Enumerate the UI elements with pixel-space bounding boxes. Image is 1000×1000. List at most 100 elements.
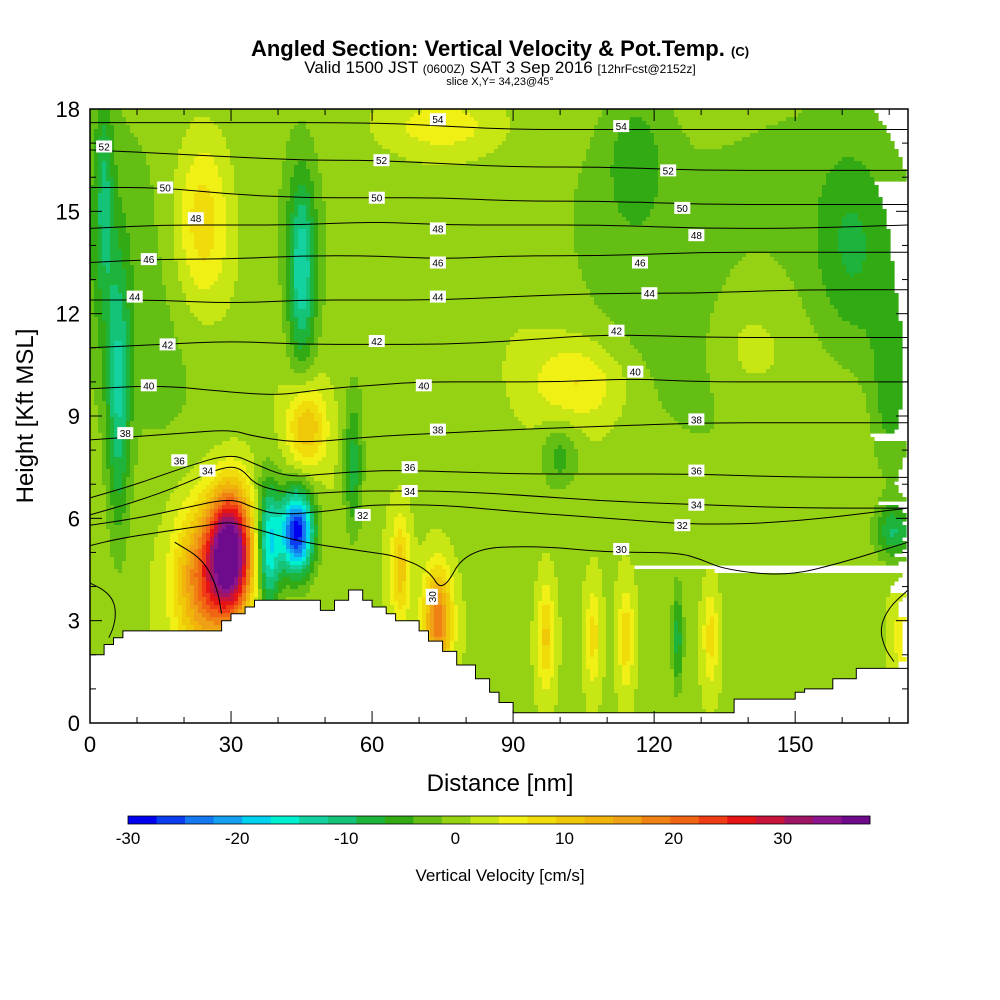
field-cell bbox=[626, 389, 659, 394]
field-cell bbox=[222, 489, 239, 494]
field-cell bbox=[198, 581, 203, 586]
field-cell bbox=[138, 461, 199, 466]
field-cell bbox=[850, 369, 875, 374]
field-cell bbox=[558, 581, 583, 586]
field-cell bbox=[278, 585, 287, 590]
field-cell bbox=[214, 589, 223, 594]
field-cell bbox=[410, 581, 423, 586]
field-cell bbox=[418, 617, 423, 622]
field-cell bbox=[294, 277, 307, 282]
isentrope-label-40-2-text: 40 bbox=[630, 368, 642, 379]
field-cell bbox=[826, 289, 895, 294]
field-cell bbox=[238, 609, 243, 614]
isentrope-label-48-1-text: 48 bbox=[432, 224, 444, 235]
field-cell bbox=[426, 533, 447, 538]
field-cell bbox=[630, 677, 639, 682]
field-cell bbox=[362, 405, 511, 410]
field-cell bbox=[314, 337, 319, 342]
field-cell bbox=[406, 597, 411, 602]
field-cell bbox=[554, 605, 559, 610]
field-cell bbox=[266, 489, 279, 494]
field-cell bbox=[406, 489, 883, 494]
field-cell bbox=[318, 273, 327, 278]
valid-time: Valid 1500 JST bbox=[304, 58, 419, 77]
field-cell bbox=[142, 433, 279, 438]
field-cell bbox=[738, 353, 775, 358]
field-cell bbox=[658, 173, 827, 178]
field-cell bbox=[318, 237, 327, 242]
field-cell bbox=[250, 581, 255, 586]
field-cell bbox=[238, 597, 243, 602]
field-cell bbox=[382, 561, 391, 566]
field-cell bbox=[94, 169, 99, 174]
field-cell bbox=[886, 481, 895, 486]
field-cell bbox=[582, 649, 587, 654]
isentrope-extra-2 bbox=[880, 589, 908, 662]
field-cell bbox=[190, 125, 219, 130]
isentrope-label-38-2-text: 38 bbox=[691, 415, 703, 426]
field-cell bbox=[454, 621, 459, 626]
isentrope-label-48-2-text: 48 bbox=[691, 231, 703, 242]
field-cell bbox=[226, 605, 235, 610]
field-cell bbox=[94, 309, 103, 314]
field-cell bbox=[234, 589, 239, 594]
field-cell bbox=[618, 577, 635, 582]
field-cell bbox=[122, 305, 127, 310]
field-cell bbox=[618, 705, 635, 710]
field-cell bbox=[174, 225, 183, 230]
field-cell bbox=[542, 449, 555, 454]
field-cell bbox=[130, 409, 135, 414]
field-cell bbox=[586, 153, 615, 158]
field-cell bbox=[154, 197, 175, 202]
field-cell bbox=[586, 653, 591, 658]
field-cell bbox=[586, 637, 591, 642]
field-cell bbox=[154, 557, 167, 562]
field-cell bbox=[186, 513, 195, 518]
field-cell bbox=[186, 581, 191, 586]
field-cell bbox=[858, 381, 879, 386]
field-cell bbox=[454, 653, 463, 658]
field-cell bbox=[706, 645, 715, 650]
field-cell bbox=[230, 153, 287, 158]
field-cell bbox=[434, 637, 443, 642]
field-cell bbox=[582, 617, 587, 622]
field-cell bbox=[542, 657, 551, 662]
field-cell bbox=[722, 285, 795, 290]
field-cell bbox=[686, 633, 699, 638]
field-cell bbox=[394, 613, 407, 618]
field-cell bbox=[418, 609, 423, 614]
field-cell bbox=[310, 473, 335, 478]
field-cell bbox=[102, 461, 107, 466]
field-cell bbox=[114, 509, 127, 514]
field-cell bbox=[238, 265, 279, 270]
field-cell bbox=[538, 377, 607, 382]
field-cell bbox=[166, 425, 275, 430]
field-cell bbox=[538, 633, 543, 638]
field-cell bbox=[150, 597, 167, 602]
field-cell bbox=[434, 585, 443, 590]
field-cell bbox=[90, 469, 103, 474]
field-cell bbox=[194, 557, 199, 562]
field-cell bbox=[106, 525, 131, 530]
field-cell bbox=[582, 669, 591, 674]
field-cell bbox=[122, 297, 127, 302]
field-cell bbox=[290, 553, 295, 558]
field-cell bbox=[274, 593, 279, 598]
field-cell bbox=[122, 317, 131, 322]
field-cell bbox=[558, 689, 583, 694]
field-cell bbox=[618, 661, 623, 666]
field-cell bbox=[114, 357, 123, 362]
field-cell bbox=[90, 225, 99, 230]
field-cell bbox=[90, 629, 151, 634]
field-cell bbox=[298, 205, 307, 210]
field-cell bbox=[166, 285, 183, 290]
field-cell bbox=[294, 257, 307, 262]
field-cell bbox=[94, 133, 103, 138]
field-cell bbox=[310, 265, 315, 270]
field-cell bbox=[250, 545, 255, 550]
field-cell bbox=[194, 561, 199, 566]
field-cell bbox=[266, 501, 287, 506]
field-cell bbox=[90, 381, 103, 386]
field-cell bbox=[894, 629, 903, 634]
field-cell bbox=[238, 201, 279, 206]
